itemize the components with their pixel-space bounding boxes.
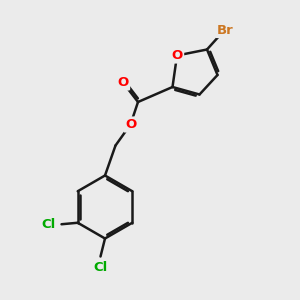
Text: O: O [117,76,129,89]
Text: Cl: Cl [93,261,108,274]
Text: O: O [171,49,183,62]
Text: O: O [125,118,136,131]
Text: Cl: Cl [42,218,56,231]
Text: Br: Br [217,23,233,37]
